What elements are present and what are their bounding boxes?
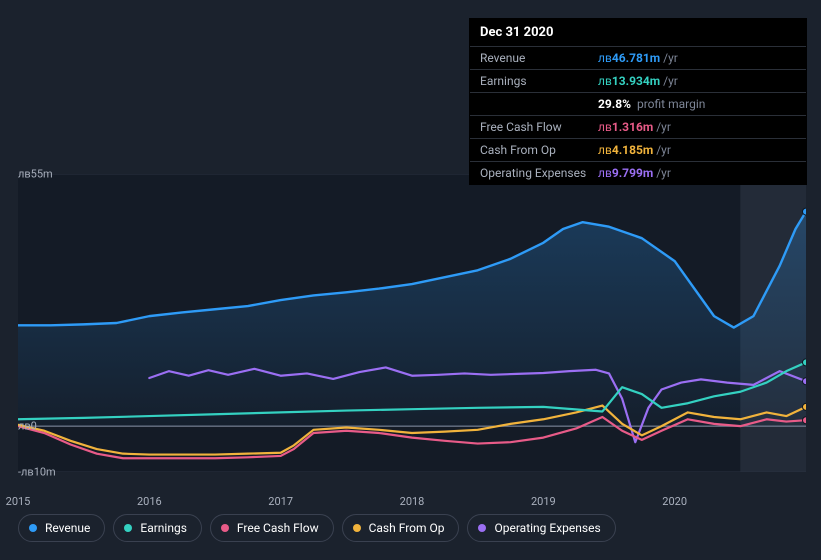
tooltip-row: Earningsлв13.934m/yr (470, 69, 806, 92)
legend-item[interactable]: Earnings (113, 514, 202, 542)
tooltip-row-value: лв1.316m/yr (598, 120, 796, 134)
x-axis-label: 2018 (400, 495, 425, 508)
legend-dot-icon (221, 524, 229, 532)
legend-item[interactable]: Revenue (18, 514, 105, 542)
legend-label: Cash From Op (369, 521, 445, 535)
tooltip-row-label: Revenue (480, 51, 598, 65)
legend-dot-icon (124, 524, 132, 532)
y-axis-label: -лв10m (18, 466, 56, 479)
tooltip-row: Free Cash Flowлв1.316m/yr (470, 115, 806, 138)
tooltip-row-value: лв13.934m/yr (598, 74, 796, 88)
legend-dot-icon (353, 524, 361, 532)
legend-dot-icon (29, 524, 37, 532)
chart-svg (18, 174, 806, 472)
y-axis-label: лв55m (18, 168, 53, 181)
legend-item[interactable]: Operating Expenses (467, 514, 615, 542)
tooltip-row: Operating Expensesлв9.799m/yr (470, 161, 806, 184)
legend-label: Operating Expenses (494, 521, 600, 535)
legend-label: Free Cash Flow (237, 521, 319, 535)
legend-label: Earnings (140, 521, 187, 535)
legend-dot-icon (478, 524, 486, 532)
hover-tooltip: Dec 31 2020 Revenueлв46.781m/yrEarningsл… (469, 18, 807, 185)
tooltip-row-value: лв4.185m/yr (598, 143, 796, 157)
x-axis-label: 2017 (268, 495, 293, 508)
tooltip-row-label (480, 97, 598, 111)
chart-area[interactable]: лв55mлв0-лв10m 201520162017201820192020 (18, 155, 806, 490)
tooltip-row: 29.8% profit margin (470, 92, 806, 115)
tooltip-row-value: лв46.781m/yr (598, 51, 796, 65)
legend-label: Revenue (45, 521, 90, 535)
tooltip-row-label: Earnings (480, 74, 598, 88)
x-axis-label: 2019 (531, 495, 556, 508)
y-axis-label: лв0 (18, 420, 37, 433)
tooltip-row-label: Cash From Op (480, 143, 598, 157)
legend-item[interactable]: Cash From Op (342, 514, 460, 542)
tooltip-date: Dec 31 2020 (470, 19, 806, 46)
tooltip-row-value: лв9.799m/yr (598, 166, 796, 180)
x-axis-label: 2020 (662, 495, 687, 508)
legend-item[interactable]: Free Cash Flow (210, 514, 334, 542)
tooltip-row: Cash From Opлв4.185m/yr (470, 138, 806, 161)
tooltip-row-label: Operating Expenses (480, 166, 598, 180)
tooltip-row: Revenueлв46.781m/yr (470, 46, 806, 69)
x-axis-label: 2016 (137, 495, 162, 508)
x-axis-label: 2015 (6, 495, 31, 508)
tooltip-row-label: Free Cash Flow (480, 120, 598, 134)
tooltip-row-value: 29.8% profit margin (598, 97, 796, 111)
legend: Revenue Earnings Free Cash Flow Cash From O… (18, 514, 616, 542)
